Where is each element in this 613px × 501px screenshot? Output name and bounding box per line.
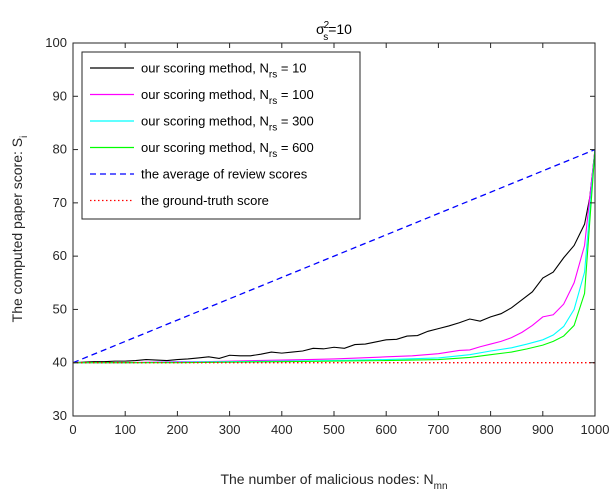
legend-label-4: the average of review scores (141, 167, 308, 182)
x-tick-label: 700 (428, 422, 450, 437)
legend-label-tail: = 100 (277, 87, 314, 102)
x-tick-label: 0 (69, 422, 76, 437)
legend-label-2: our scoring method, Nrs = 300 (141, 114, 314, 134)
y-axis-label-main: The computed paper score: S (9, 138, 25, 322)
y-tick-label: 60 (53, 248, 67, 263)
legend-label-main: the ground-truth score (141, 193, 269, 208)
legend-label-main: our scoring method, N (141, 140, 269, 155)
legend-label-main: our scoring method, N (141, 87, 269, 102)
series-line-3 (73, 149, 595, 364)
series-layer (73, 148, 595, 364)
y-tick-label: 100 (45, 35, 67, 50)
legend-label-5: the ground-truth score (141, 193, 269, 208)
x-tick-label: 400 (271, 422, 293, 437)
chart-title-tail: =10 (328, 21, 352, 37)
legend-label-0: our scoring method, Nrs = 10 (141, 61, 307, 81)
x-tick-label: 800 (480, 422, 502, 437)
y-tick-label: 40 (53, 355, 67, 370)
y-axis-label-sub: i (19, 136, 30, 138)
x-tick-label: 300 (219, 422, 241, 437)
y-tick-label: 50 (53, 301, 67, 316)
x-tick-label: 200 (167, 422, 189, 437)
x-tick-label: 100 (114, 422, 136, 437)
x-tick-label: 900 (532, 422, 554, 437)
x-tick-label: 500 (323, 422, 345, 437)
chart-title-sub: s (323, 32, 328, 43)
y-axis-label: The computed paper score: Si (9, 136, 30, 323)
legend-label-sub: rs (269, 123, 277, 134)
legend-label-tail: = 600 (277, 140, 314, 155)
x-axis-label-sub: mn (434, 481, 448, 492)
legend-label-tail: = 300 (277, 114, 314, 129)
y-tick-label: 70 (53, 195, 67, 210)
legend-label-sub: rs (269, 96, 277, 107)
series-line-4 (73, 148, 595, 364)
legend-label-sub: rs (269, 70, 277, 81)
chart-title-main: σ (316, 21, 325, 37)
x-tick-label: 600 (375, 422, 397, 437)
chart-title-sup: 2 (324, 20, 330, 31)
legend-box (81, 51, 361, 220)
legend-label-tail: = 10 (277, 61, 306, 76)
legend-label-main: the average of review scores (141, 167, 308, 182)
legend-label-1: our scoring method, Nrs = 100 (141, 87, 314, 107)
legend-label-main: our scoring method, N (141, 114, 269, 129)
y-axis: 30 40 50 60 70 80 90 100 (45, 35, 595, 423)
x-axis-label-main: The number of malicious nodes: N (220, 471, 433, 487)
legend-label-sub: rs (269, 149, 277, 160)
series-line-0 (73, 149, 595, 364)
legend-label-3: our scoring method, Nrs = 600 (141, 140, 314, 160)
y-tick-label: 30 (53, 408, 67, 423)
y-tick-label: 90 (53, 88, 67, 103)
x-axis: 0 100 200 300 400 500 600 700 800 900 1000 (69, 43, 609, 437)
x-tick-label: 1000 (581, 422, 610, 437)
y-tick-label: 80 (53, 142, 67, 157)
x-axis-label: The number of malicious nodes: Nmn (220, 471, 447, 492)
chart-title: σ2 s=10 (316, 20, 352, 43)
legend-label-main: our scoring method, N (141, 61, 269, 76)
